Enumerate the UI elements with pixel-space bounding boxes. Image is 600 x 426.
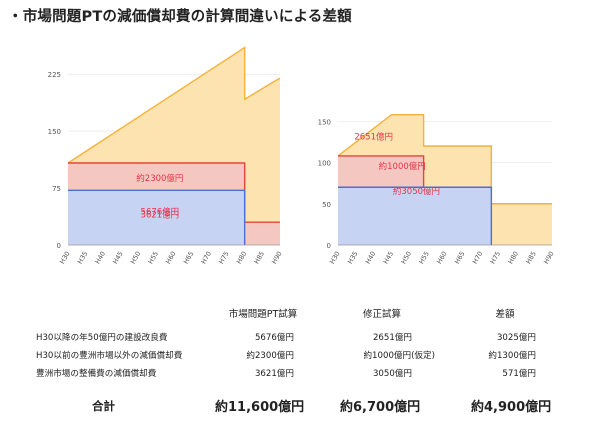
total-label: 合計 (92, 399, 115, 413)
series-label-orange: 2651億円 (354, 131, 393, 142)
table-row-label: H30以降の年50億円の建設改良費 (36, 333, 168, 343)
x-tick-label: H80 (507, 250, 521, 265)
header-pt: 市場問題PT試算 (228, 309, 298, 320)
table-cell: 3050億円 (372, 369, 412, 379)
y-tick-label: 100 (318, 160, 331, 168)
area-blue (338, 187, 492, 245)
page-title: ・市場問題PTの減価償却費の計算間違いによる差額 (8, 9, 352, 25)
series-label-red: 約2300億円 (136, 173, 183, 184)
y-tick-label: 225 (48, 71, 61, 79)
total-diff: 約4,900億円 (471, 400, 552, 415)
table-cell: 約2300億円 (246, 351, 294, 361)
line-blue (68, 189, 246, 245)
series-label-orange: 5676億円 (141, 207, 180, 218)
x-tick-label: H85 (524, 250, 538, 265)
table-row-label: H30以前の豊洲市場以外の減価償却費 (36, 351, 183, 361)
total-pt: 約11,600億円 (215, 400, 305, 415)
table-cell: 2651億円 (372, 333, 412, 343)
series-label-red: 約1000億円 (379, 161, 426, 172)
table-cell: 3025億円 (496, 333, 536, 343)
area-blue (68, 190, 245, 245)
total-revised: 約6,700億円 (340, 400, 421, 415)
table-cell: 約1000億円(仮定) (363, 351, 435, 361)
x-tick-label: H30 (328, 250, 342, 265)
table-cell: 571億円 (502, 369, 536, 379)
y-tick-label: 0 (327, 242, 331, 250)
series-label-blue: 約3050億円 (393, 186, 440, 197)
x-tick-label: H40 (364, 250, 378, 265)
x-tick-label: H70 (471, 250, 485, 265)
y-tick-label: 150 (318, 118, 331, 126)
table-cell: 3621億円 (254, 369, 294, 379)
y-tick-label: 75 (52, 185, 61, 193)
x-tick-label: H90 (542, 250, 556, 265)
x-tick-label: H35 (346, 250, 360, 265)
x-tick-label: H75 (489, 250, 503, 265)
x-tick-label: H50 (400, 250, 414, 265)
header-diff: 差額 (495, 309, 515, 320)
x-tick-label: H60 (435, 250, 449, 265)
series-label-blue: 3621億円 (141, 210, 180, 221)
line-orange (67, 46, 281, 164)
line-blue (338, 186, 493, 245)
table-cell: 5676億円 (254, 333, 294, 343)
table-cell: 約1300億円 (488, 351, 536, 361)
header-revised: 修正試算 (362, 309, 401, 320)
x-tick-label: H65 (453, 250, 467, 265)
y-tick-label: 150 (48, 128, 61, 136)
x-tick-label: H45 (382, 250, 396, 265)
y-tick-label: 0 (57, 242, 61, 250)
x-tick-label: H55 (417, 250, 431, 265)
table-row-label: 豊洲市場の整備費の減価償却費 (36, 369, 157, 379)
y-tick-label: 50 (322, 201, 331, 209)
